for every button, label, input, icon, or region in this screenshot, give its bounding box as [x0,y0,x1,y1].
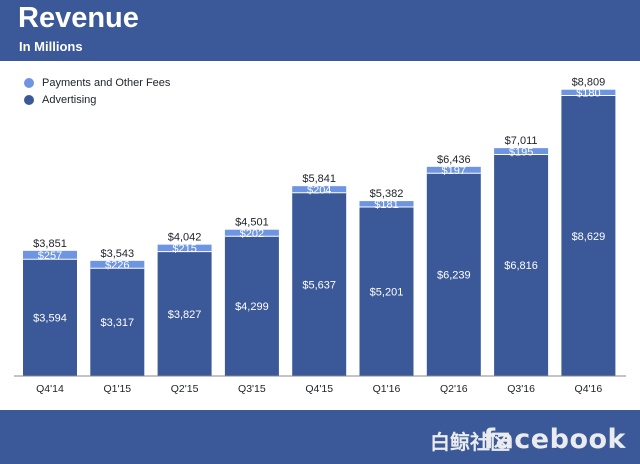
bar-payments [561,89,616,96]
bar-advertising [359,206,414,376]
legend-item-payments: Payments and Other Fees [24,74,170,91]
data-label-total: $8,809 [572,77,606,89]
data-label-total: $3,543 [100,248,134,260]
data-label-total: $5,841 [302,173,336,185]
legend-dot-advertising [24,94,34,105]
data-label-payments: $204 [307,184,331,196]
revenue-bar-chart: $3,594 $257$3,851 Q4'14 $3,317 $226$3,543 Q1'… [14,77,626,395]
data-label-advertising: $5,201 [370,286,404,298]
bar-advertising [224,236,279,376]
data-label-payments: $180 [576,88,600,100]
bar-advertising [157,251,212,376]
data-label-total: $6,436 [437,154,471,166]
x-tick-label: Q2'16 [440,383,468,395]
legend-item-advertising: Advertising [24,91,170,108]
data-label-advertising: $6,239 [437,270,471,282]
bar-payments [359,201,414,207]
bar-payments [494,148,549,155]
watermark-text: 白鲸社区 [430,430,510,454]
chart-legend: Payments and Other Fees Advertising [24,74,170,108]
data-label-advertising: $3,594 [33,313,67,325]
header-banner: Revenue In Millions [0,0,640,61]
legend-label-payments: Payments and Other Fees [42,76,171,89]
data-label-payments: $226 [105,260,129,272]
bar-payments [157,244,212,252]
data-label-payments: $257 [38,250,62,262]
bar-payments [90,260,145,269]
x-tick-label: Q4'15 [305,383,333,395]
data-label-payments: $215 [172,243,196,255]
data-label-payments: $195 [509,146,533,158]
page-title: Revenue [18,2,139,34]
bar-advertising [494,154,549,376]
page-subtitle: In Millions [19,39,83,54]
data-label-total: $7,011 [505,135,538,147]
data-label-advertising: $5,637 [302,279,336,291]
data-label-payments: $202 [240,228,264,240]
bar-advertising [23,259,77,376]
facebook-logo: facebook [483,424,626,455]
data-label-total: $4,501 [235,217,269,229]
x-tick-label: Q2'15 [171,383,199,395]
x-tick-label: Q1'16 [373,383,401,395]
legend-dot-payments [24,77,34,88]
data-label-advertising: $8,629 [572,231,606,243]
data-label-payments: $181 [374,199,398,211]
x-tick-label: Q4'16 [575,383,603,395]
x-tick-label: Q3'15 [238,383,266,395]
data-label-advertising: $6,816 [504,260,538,272]
bar-payments [426,166,481,174]
x-tick-label: Q1'15 [103,383,131,395]
data-label-payments: $197 [442,165,466,177]
bar-payments [224,229,279,237]
data-label-advertising: $3,317 [100,317,134,329]
bar-payments [292,186,347,193]
bar-advertising [561,95,616,377]
data-label-total: $5,382 [370,188,404,200]
bar-advertising [90,268,145,376]
data-label-total: $3,851 [33,238,67,250]
bar-payments [23,250,77,260]
bar-advertising [292,192,347,376]
data-label-advertising: $4,299 [235,301,269,313]
legend-label-advertising: Advertising [42,93,97,106]
footer-banner: 白鲸社区 facebook [0,410,640,464]
data-label-advertising: $3,827 [168,309,202,321]
x-tick-label: Q4'14 [36,383,64,395]
bar-advertising [426,173,481,376]
x-tick-label: Q3'16 [507,383,535,395]
data-label-total: $4,042 [168,232,202,244]
